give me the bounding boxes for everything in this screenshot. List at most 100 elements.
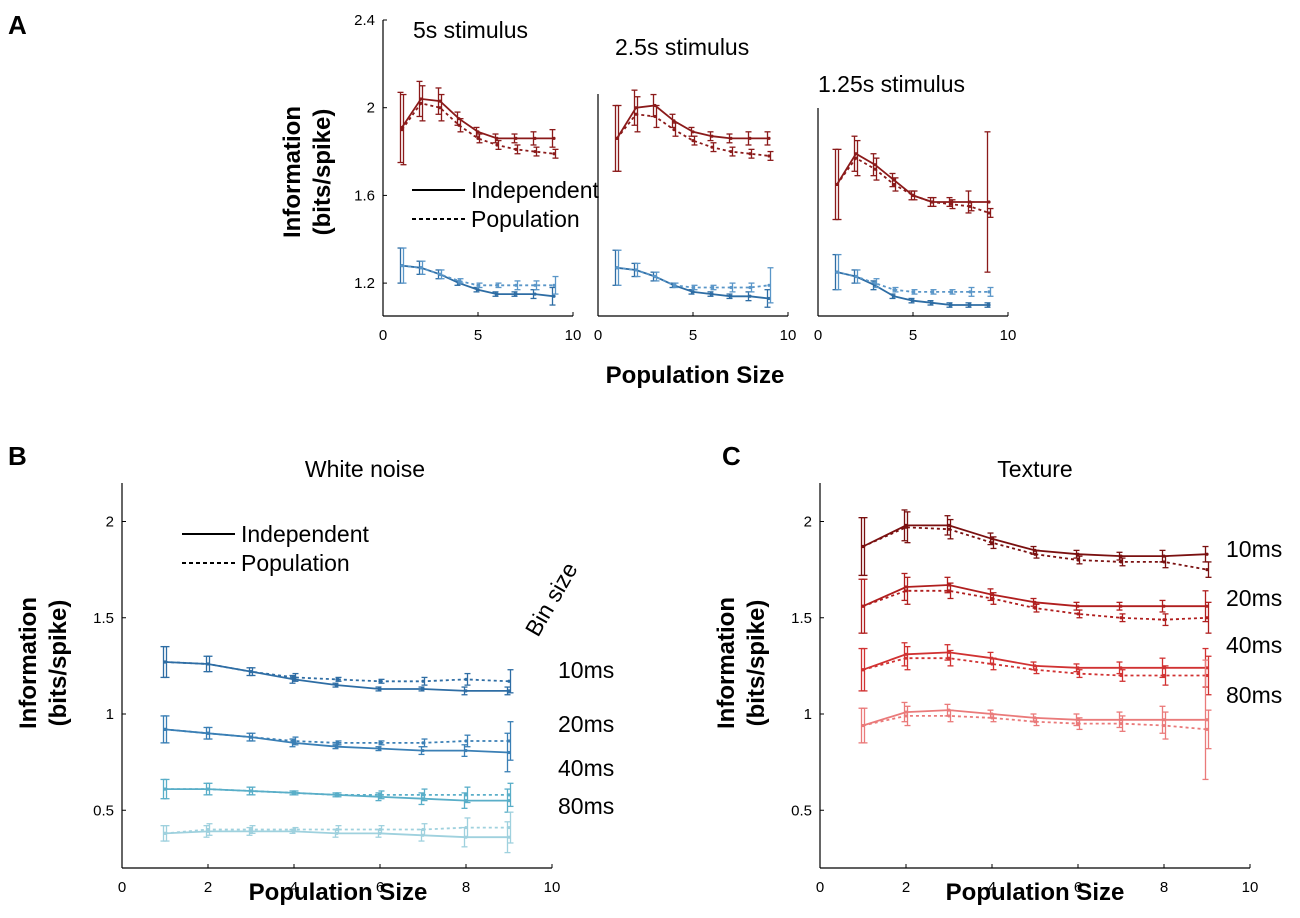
data-point	[1162, 560, 1166, 564]
data-point	[495, 143, 499, 147]
panel-c-bin-20ms: 20ms	[1226, 585, 1282, 611]
data-point	[911, 193, 915, 198]
x-tick-label: 4	[290, 879, 298, 896]
data-point	[1119, 718, 1123, 722]
data-point	[495, 283, 499, 287]
x-tick-label: 0	[814, 327, 822, 344]
data-point	[507, 825, 511, 830]
data-point	[835, 270, 839, 274]
bin-size-label: Bin size	[520, 558, 583, 641]
data-point	[968, 303, 972, 307]
data-point	[1205, 673, 1209, 678]
data-point	[861, 544, 865, 549]
data-point	[748, 294, 752, 298]
data-point	[507, 739, 511, 743]
data-point	[335, 677, 339, 681]
data-point	[476, 283, 480, 287]
data-point	[438, 99, 442, 103]
panel-b-xlabel: Population Size	[249, 879, 428, 906]
data-point	[1076, 671, 1080, 676]
data-point	[1205, 616, 1209, 620]
legend-b-population: Population	[241, 550, 350, 576]
data-point	[904, 585, 908, 589]
legend-b-independent: Independent	[241, 521, 370, 547]
data-point	[476, 288, 480, 292]
series-line	[836, 156, 990, 214]
data-point	[507, 750, 511, 755]
data-point	[1076, 718, 1080, 722]
y-tick-label: 2	[106, 514, 114, 531]
data-point	[729, 294, 733, 298]
data-point	[206, 827, 210, 832]
data-point	[949, 303, 953, 307]
data-point	[400, 128, 404, 132]
data-point	[464, 793, 468, 797]
series-line	[862, 526, 1208, 571]
data-point	[335, 745, 339, 749]
plot-1-25s-stimulus: 0 5 10	[814, 108, 1017, 344]
data-point	[335, 827, 339, 832]
data-point	[767, 296, 771, 301]
panel-c-bin-40ms: 40ms	[1226, 632, 1282, 658]
data-point	[990, 662, 994, 666]
data-point	[1119, 616, 1123, 620]
data-point	[873, 281, 877, 285]
data-point	[729, 285, 733, 290]
data-point	[249, 789, 253, 793]
data-point	[464, 689, 468, 693]
series-10ms-independent	[160, 645, 511, 696]
data-point	[873, 163, 877, 167]
data-point	[552, 294, 556, 298]
panel-a-ylabel-line1: Information	[279, 106, 306, 238]
panel-b-bin-80ms: 80ms	[558, 793, 614, 819]
series-40ms-population	[163, 778, 514, 808]
x-tick-label: 4	[988, 879, 996, 896]
data-point	[947, 714, 951, 718]
data-point	[729, 136, 733, 140]
y-tick-label: 2.4	[354, 12, 375, 29]
x-tick-label: 10	[1000, 327, 1017, 344]
data-point	[653, 274, 657, 279]
series-40ms-population	[861, 645, 1212, 696]
x-tick-label: 6	[1074, 879, 1082, 896]
data-point	[892, 288, 896, 292]
data-point	[691, 285, 695, 290]
x-tick-label: 2	[902, 879, 910, 896]
series-20ms-population	[163, 715, 514, 761]
data-point	[1162, 718, 1166, 722]
panel-a-xlabel: Population Size	[606, 362, 785, 389]
data-point	[1205, 727, 1209, 732]
data-point	[1119, 604, 1123, 608]
series-texture-population	[615, 96, 774, 172]
plot-texture: 0 2 4 6 8 10 0.5 1 1.5 2	[791, 483, 1258, 896]
data-point	[911, 290, 915, 294]
series-texture-independent	[612, 89, 771, 172]
series-10ms-population	[861, 511, 1212, 578]
data-point	[1119, 560, 1123, 564]
data-point	[710, 292, 714, 296]
data-point	[1033, 606, 1037, 610]
data-point	[206, 662, 210, 666]
panel-letter-c: C	[722, 441, 741, 471]
data-point	[710, 134, 714, 138]
data-point	[947, 656, 951, 660]
y-tick-label: 2	[804, 514, 812, 531]
x-tick-label: 0	[379, 327, 387, 344]
data-point	[949, 200, 953, 204]
data-point	[634, 106, 638, 110]
data-point	[947, 589, 951, 593]
data-point	[438, 106, 442, 110]
series-white-noise-independent	[397, 247, 556, 306]
data-point	[1119, 554, 1123, 558]
panel-c-ylabel-line1: Information	[713, 597, 740, 729]
data-point	[378, 687, 382, 691]
data-point	[835, 182, 839, 187]
plot-2-5s-stimulus: 0 5 10	[594, 89, 796, 344]
panel-a-ylabel-line2: (bits/spike)	[309, 109, 336, 236]
data-point	[672, 119, 676, 123]
data-point	[653, 114, 657, 119]
series-white-noise-population	[835, 253, 994, 297]
series-line	[401, 102, 555, 155]
series-texture-population	[835, 139, 994, 221]
